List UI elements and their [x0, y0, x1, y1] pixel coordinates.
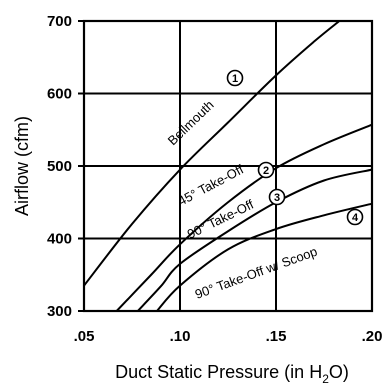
badge-circle: [268, 188, 286, 206]
y-tick-label: 300: [47, 303, 72, 320]
badge-number: 1: [232, 73, 238, 85]
x-axis-label-suffix: O): [329, 362, 349, 382]
badge-number: 3: [274, 192, 280, 204]
y-tick-label: 400: [47, 231, 72, 248]
curve-label-2: 45° Take-Off: [175, 161, 246, 208]
badge-number: 2: [263, 165, 269, 177]
x-tick-label: .10: [170, 328, 191, 345]
series-line-3: [136, 168, 373, 312]
y-tick-label: 600: [47, 86, 72, 103]
curve-badge-3: 3: [268, 188, 286, 206]
y-tick-label: 700: [47, 13, 72, 30]
series-line-2: [115, 123, 373, 312]
series-line-4: [155, 202, 373, 312]
badge-circle: [257, 161, 275, 179]
badge-circle: [346, 208, 364, 226]
series-line-1: [83, 20, 341, 287]
x-tick-label: .05: [74, 328, 95, 345]
curve-badge-4: 4: [346, 208, 364, 226]
x-tick-label: .20: [362, 328, 383, 345]
series-lines: [83, 20, 373, 312]
x-axis-label-main: Duct Static Pressure (in H: [115, 362, 322, 382]
x-tick-label: .15: [266, 328, 287, 345]
plot-frame: [82, 19, 374, 313]
grid: [78, 20, 373, 312]
curve-badge-2: 2: [257, 161, 275, 179]
badge-circle: [226, 69, 244, 87]
curve-badge-1: 1: [226, 69, 244, 87]
x-tick-labels: .05 .10 .15 .20: [74, 328, 383, 345]
y-tick-labels: 300 400 500 600 700: [47, 13, 72, 320]
y-tick-label: 500: [47, 158, 72, 175]
x-axis-label-subscript: 2: [322, 372, 329, 386]
x-axis-label: Duct Static Pressure (in H2O): [115, 362, 349, 386]
badge-number: 4: [352, 212, 359, 224]
y-axis-label: Airflow (cfm): [12, 116, 32, 216]
curve-label-4: 90° Take-Off w/ Scoop: [193, 244, 319, 302]
